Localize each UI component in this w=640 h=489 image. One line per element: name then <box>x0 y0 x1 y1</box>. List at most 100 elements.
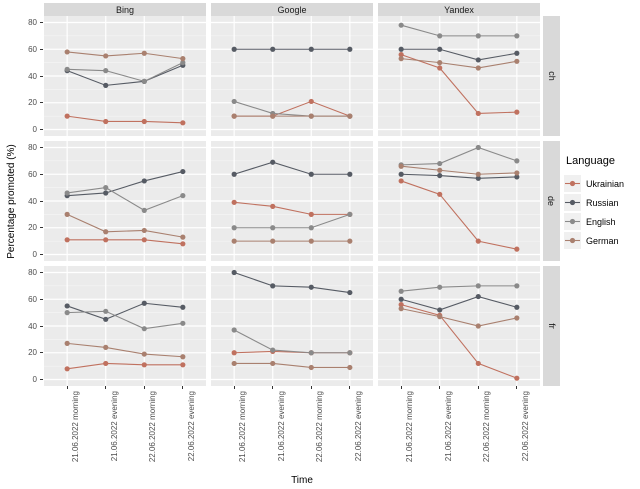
y-tick-column-de: 80 60 40 20 0 <box>20 141 44 261</box>
line-english <box>233 329 350 354</box>
x-axis-google: 21.06.2022 morning 21.06.2022 evening 22.0… <box>211 386 373 470</box>
point-russian <box>437 46 443 52</box>
point-english <box>180 193 186 199</box>
facet-strip-fr: fr <box>543 266 560 386</box>
point-german <box>231 360 237 367</box>
y-tick-mark <box>40 48 43 50</box>
x-tick-label: 21.06.2022 morning <box>71 391 81 463</box>
panel-google-ch <box>211 16 373 136</box>
point-russian <box>398 171 404 177</box>
y-tick-label: 0 <box>32 375 37 384</box>
point-russian <box>514 50 520 56</box>
legend: Language Ukrainian Russian English German <box>564 155 624 251</box>
x-tick-mark <box>105 386 107 389</box>
panel-cell-google-ch <box>211 16 373 136</box>
legend-label: Ukrainian <box>586 178 625 189</box>
facet-strip-ch: ch <box>543 16 560 136</box>
y-tick-mark <box>40 75 43 77</box>
x-tick-label: 22.06.2022 evening <box>520 391 530 462</box>
point-german <box>103 344 109 350</box>
line-russian <box>401 295 517 311</box>
point-german <box>308 364 314 371</box>
point-russian <box>180 168 186 175</box>
line-ukrainian <box>67 239 183 245</box>
y-tick-mark <box>40 129 43 130</box>
panel-cell-bing-de <box>44 141 206 261</box>
x-tick-mark <box>182 386 184 389</box>
point-russian <box>103 316 109 322</box>
point-german <box>347 364 353 371</box>
point-ukrainian <box>231 199 237 205</box>
point-ukrainian <box>64 237 70 243</box>
point-english <box>475 283 481 289</box>
point-german <box>347 238 353 244</box>
legend-item-russian: Russian <box>564 194 624 211</box>
x-axis-title: Time <box>291 475 313 486</box>
y-tick-mark <box>40 298 43 300</box>
x-tick-label: 22.06.2022 evening <box>353 391 363 462</box>
y-tick-mark <box>40 147 43 148</box>
legend-key-icon <box>564 232 581 249</box>
facet-strip-yandex: Yandex <box>378 3 540 16</box>
point-ukrainian <box>141 118 147 125</box>
point-ukrainian <box>475 110 481 117</box>
point-ukrainian <box>180 120 186 126</box>
line-german <box>66 213 183 238</box>
point-german <box>270 113 276 119</box>
facet-strip-bing: Bing <box>44 3 206 16</box>
point-german <box>141 351 147 357</box>
point-ukrainian <box>514 109 520 115</box>
x-tick-label: 21.06.2022 morning <box>405 391 415 463</box>
point-russian <box>514 174 520 180</box>
y-tick-mark <box>40 200 43 202</box>
point-russian <box>141 178 147 184</box>
y-tick-mark <box>40 22 43 23</box>
point-russian <box>231 46 237 52</box>
point-ukrainian <box>308 98 314 105</box>
panel-cell-bing-ch <box>44 16 206 136</box>
y-tick-mark <box>40 173 43 175</box>
legend-item-english: English <box>564 213 624 230</box>
facet-strip-label: ch <box>546 71 557 81</box>
panel-bing-ch <box>44 16 206 136</box>
legend-title: Language <box>566 155 615 167</box>
point-russian <box>437 307 443 313</box>
legend-label: Russian <box>586 197 619 208</box>
y-tick-label: 60 <box>28 169 37 179</box>
y-tick-label: 80 <box>28 18 37 27</box>
line-german <box>401 308 517 327</box>
panel-google-fr <box>211 266 373 386</box>
panel-cell-yandex-ch <box>378 16 540 136</box>
x-tick-label: 21.06.2022 evening <box>109 391 119 462</box>
point-german <box>270 360 276 367</box>
point-ukrainian <box>180 362 186 368</box>
point-russian <box>180 304 186 310</box>
point-ukrainian <box>64 113 70 119</box>
y-tick-label: 60 <box>28 44 37 54</box>
point-german <box>437 314 443 320</box>
point-english <box>231 225 237 231</box>
point-german <box>475 171 481 177</box>
line-russian <box>233 271 350 294</box>
point-russian <box>231 171 237 177</box>
point-russian <box>308 284 314 290</box>
y-tick-column-ch: 80 60 40 20 0 <box>20 16 44 136</box>
line-ukrainian <box>400 54 517 115</box>
point-ukrainian <box>103 360 109 367</box>
point-english <box>231 98 237 105</box>
line-ukrainian <box>67 115 183 124</box>
point-english <box>64 190 70 196</box>
point-english <box>437 284 443 290</box>
legend-key-icon <box>564 175 581 192</box>
point-english <box>475 33 481 39</box>
y-axis-title: Percentage promoted (%) <box>5 143 17 259</box>
point-english <box>514 158 520 164</box>
x-tick-mark <box>400 386 402 389</box>
line-english <box>234 213 351 229</box>
point-russian <box>141 300 147 306</box>
y-tick-label: 80 <box>28 268 37 277</box>
panel-cell-bing-fr <box>44 266 206 386</box>
point-ukrainian <box>437 191 443 197</box>
y-tick-label: 60 <box>28 294 37 304</box>
point-english <box>64 310 70 316</box>
